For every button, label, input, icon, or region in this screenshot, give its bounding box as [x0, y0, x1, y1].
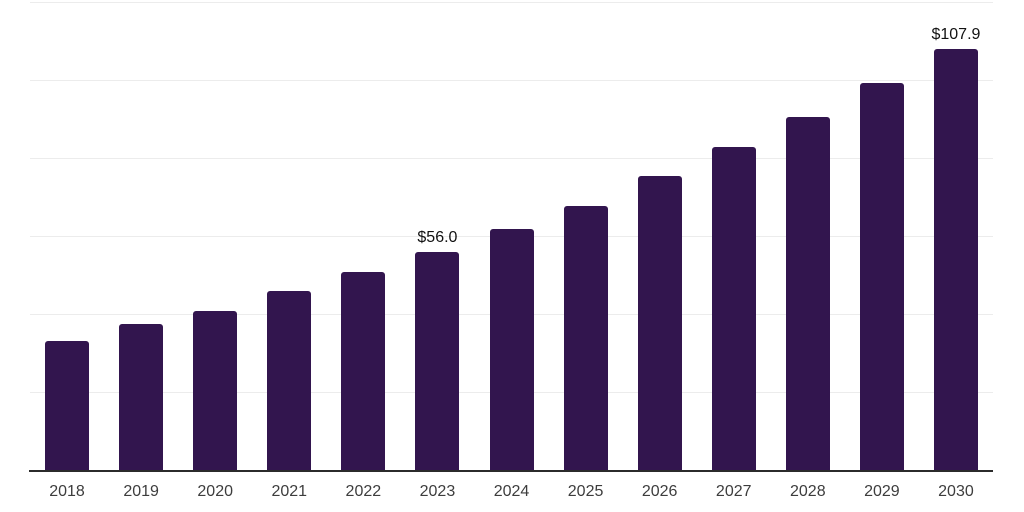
x-tick-2020: 2020: [197, 483, 233, 500]
x-tick-2030: 2030: [938, 483, 974, 500]
x-tick-2021: 2021: [271, 483, 308, 500]
bar-2022: [341, 271, 386, 470]
value-label-2023: $56.0: [417, 228, 458, 246]
value-label-2030: $107.9: [931, 26, 981, 44]
bar-2028: [785, 117, 830, 470]
bar-2024: [489, 228, 534, 470]
x-tick-2029: 2029: [864, 483, 900, 500]
x-axis-line: [29, 470, 993, 472]
bar-2020: [193, 310, 238, 470]
x-tick-2018: 2018: [49, 483, 85, 500]
bar-2026: [637, 175, 682, 470]
gridline-80: [30, 158, 993, 159]
bar-2023: [415, 251, 460, 470]
bar-2025: [563, 205, 608, 470]
x-tick-2027: 2027: [715, 483, 752, 500]
bar-2029: [859, 83, 904, 470]
x-tick-2019: 2019: [123, 483, 159, 500]
bar-2027: [711, 147, 756, 470]
plot-area: 2018 2019 2020 2021 2022 $56.0 2023 2024 2025 202…: [29, 2, 993, 500]
bar-2021: [267, 291, 312, 470]
gridline-120: [30, 2, 993, 3]
bar-2019: [119, 324, 164, 470]
x-tick-2023: 2023: [419, 483, 456, 500]
bar-2030: [933, 49, 978, 470]
x-tick-2025: 2025: [567, 483, 604, 500]
x-tick-2028: 2028: [790, 483, 826, 500]
bar-2018: [45, 340, 90, 470]
x-tick-2024: 2024: [493, 483, 530, 500]
x-tick-2026: 2026: [641, 483, 678, 500]
x-tick-2022: 2022: [345, 483, 382, 500]
gridline-100: [30, 80, 993, 81]
